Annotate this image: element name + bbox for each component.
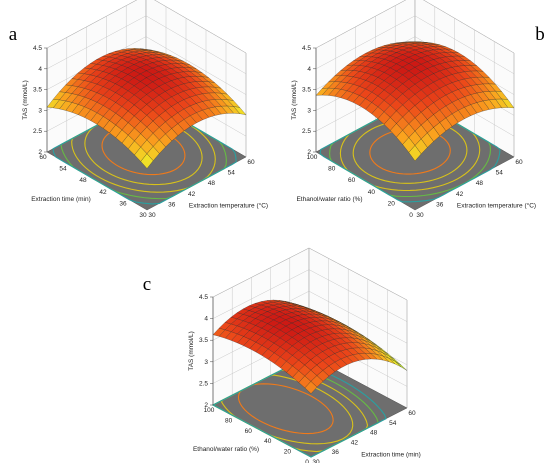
y-tick-label: 48 [79, 177, 87, 184]
panel-c: c 2 2.5 3 3.5 4 4.5 TAS (mmol/L) 30 36 42 48 54 60 Ext… [143, 247, 421, 463]
wall-gridline [315, 0, 515, 54]
response-surface [315, 41, 515, 162]
z-tick-label: 3 [38, 107, 42, 114]
z-axis-label: TAS (mmol/L) [291, 80, 298, 120]
z-tick-label: 4.5 [199, 294, 208, 301]
y-tick-label: 20 [284, 449, 292, 456]
y-tick-label: 20 [388, 200, 396, 207]
y-tick-label: 30 [139, 212, 147, 219]
y-tick-label: 100 [307, 154, 318, 161]
x-tick-label: 36 [332, 449, 340, 456]
z-tick-label: 2 [307, 149, 311, 156]
y-axis-label: Ethanol/water ratio (%) [193, 446, 259, 453]
z-tick-label: 2 [38, 149, 42, 156]
contour-line [237, 383, 334, 435]
y-tick-label: 100 [204, 407, 215, 414]
z-tick-label: 4 [204, 316, 208, 323]
z-axis: 2 2.5 3 3.5 4 4.5 TAS (mmol/L) [291, 45, 317, 156]
z-tick-label: 2.5 [33, 128, 42, 135]
y-tick-label: 60 [245, 428, 253, 435]
y-axis-label: Ethanol/water ratio (%) [296, 196, 362, 203]
x-tick-label: 48 [476, 180, 484, 187]
x-tick-label: 54 [228, 170, 236, 177]
y-axis: 0 20 40 60 80 100 Ethanol/water ratio (%) [296, 154, 413, 219]
y-tick-label: 60 [39, 154, 47, 161]
x-tick-label: 30 [148, 212, 156, 219]
z-axis: 2 2.5 3 3.5 4 4.5 TAS (mmol/L) [22, 45, 48, 156]
x-axis-label: Extraction temperature (°C) [189, 202, 268, 210]
y-axis-label: Extraction time (min) [31, 196, 91, 203]
y-tick-label: 0 [305, 459, 309, 463]
y-tick-label: 40 [264, 438, 272, 445]
y-tick-label: 42 [99, 189, 107, 196]
z-tick-label: 3.5 [33, 87, 42, 94]
x-tick-label: 36 [168, 201, 176, 208]
z-tick-label: 4.5 [33, 45, 42, 52]
y-tick-label: 40 [368, 189, 376, 196]
y-axis: 0 20 40 60 80 100 Ethanol/water ratio (%) [193, 407, 309, 463]
y-tick-label: 80 [225, 417, 233, 424]
x-tick-label: 48 [208, 180, 216, 187]
x-tick-label: 48 [370, 430, 378, 437]
x-tick-label: 42 [188, 191, 196, 198]
x-tick-label: 42 [456, 191, 464, 198]
z-tick-label: 2 [204, 402, 208, 409]
z-tick-label: 3.5 [199, 337, 208, 344]
panel-a: a 2 2.5 3 3.5 4 4.5 TAS (mmol/L) 30 36 42 48 54 60 Ext… [9, 0, 268, 219]
x-tick-label: 30 [312, 459, 320, 463]
panel-letter: a [9, 24, 18, 45]
panel-letter: c [143, 274, 151, 295]
response-surface [212, 299, 408, 394]
x-tick-label: 54 [389, 420, 397, 427]
x-tick-label: 60 [408, 410, 416, 417]
x-axis: 30 36 42 48 54 60 Extraction temperature (°C) [416, 159, 536, 219]
y-tick-label: 60 [348, 177, 356, 184]
x-axis: 30 36 42 48 54 60 Extraction time (min) [312, 410, 420, 463]
z-axis: 2 2.5 3 3.5 4 4.5 TAS (mmol/L) [188, 294, 214, 409]
y-tick-label: 80 [328, 166, 336, 173]
wall-gridline [46, 0, 247, 54]
panel-letter: b [535, 24, 545, 45]
x-axis-label: Extraction temperature (°C) [457, 202, 536, 210]
z-tick-label: 2.5 [199, 380, 208, 387]
x-tick-label: 42 [351, 439, 359, 446]
y-tick-label: 0 [409, 212, 413, 219]
response-surface [46, 48, 247, 169]
z-axis-label: TAS (mmol/L) [22, 80, 29, 120]
z-tick-label: 4 [38, 66, 42, 73]
panel-b: b 2 2.5 3 3.5 4 4.5 TAS (mmol/L) 30 36 42 48 54 60 Ext… [291, 0, 545, 219]
x-tick-label: 60 [515, 159, 523, 166]
z-tick-label: 2.5 [302, 128, 311, 135]
y-tick-label: 54 [59, 166, 67, 173]
z-tick-label: 3.5 [302, 87, 311, 94]
z-tick-label: 4.5 [302, 45, 311, 52]
surface-patch [408, 145, 422, 162]
x-tick-label: 30 [416, 212, 424, 219]
x-tick-label: 54 [496, 170, 504, 177]
y-axis: 30 36 42 48 54 60 Extraction time (min) [31, 154, 147, 219]
x-axis: 30 36 42 48 54 60 Extraction temperature (°C) [148, 159, 268, 219]
x-tick-label: 36 [436, 201, 444, 208]
y-tick-label: 36 [119, 200, 127, 207]
z-tick-label: 4 [307, 66, 311, 73]
surface-patch [304, 381, 318, 394]
contour-floor [211, 355, 408, 458]
x-axis-label: Extraction time (min) [361, 452, 421, 459]
surface-patch [140, 153, 154, 169]
z-tick-label: 3 [204, 359, 208, 366]
x-tick-label: 60 [247, 159, 255, 166]
z-axis-label: TAS (mmol/L) [188, 331, 195, 371]
z-tick-label: 3 [307, 107, 311, 114]
